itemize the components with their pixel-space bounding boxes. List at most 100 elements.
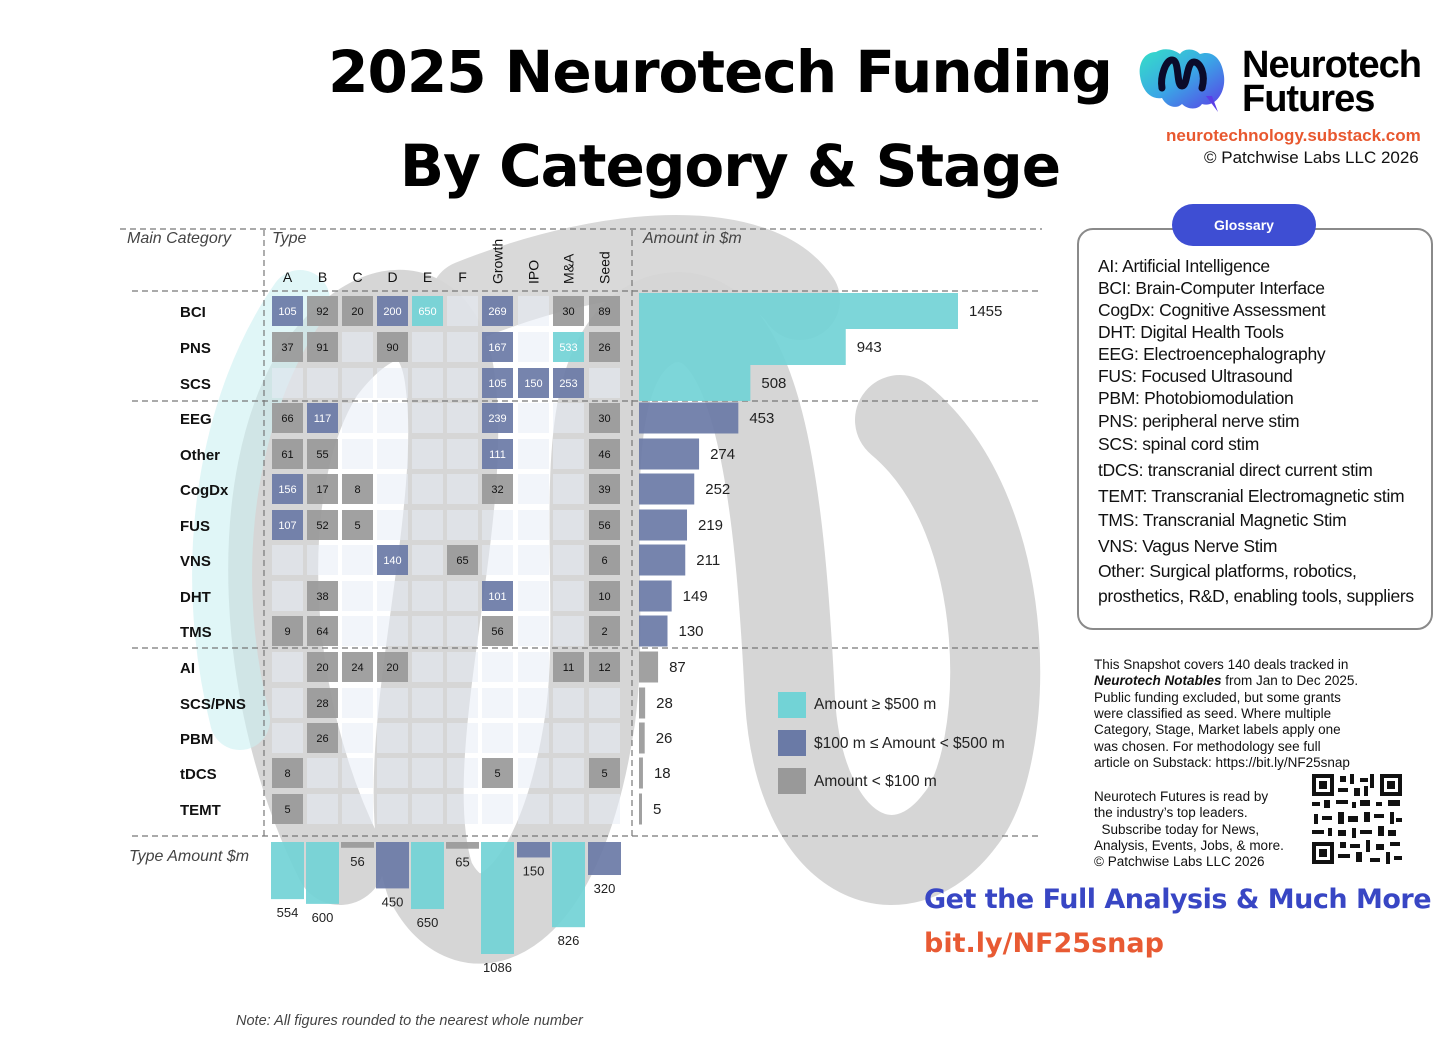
heatmap-cell [412,296,443,326]
brand-url-link[interactable]: neurotechnology.substack.com [1166,126,1421,145]
heatmap-empty-cell [307,758,338,788]
legend-swatch-high [778,692,806,718]
type-amount-value: 56 [350,854,364,869]
heatmap-cell-value: 10 [598,591,610,603]
heatmap-empty-cell [307,545,338,575]
snapshot-note-line: Public funding excluded, but some grants [1094,689,1341,705]
qr-code-icon[interactable] [1310,772,1404,866]
amount-bar-value: 453 [749,410,774,427]
heatmap-cell [307,723,338,753]
heatmap-empty-cell [377,581,408,611]
snapshot-note-line: was chosen. For methodology see full [1094,738,1321,754]
heatmap-cell-value: 5 [601,768,607,780]
heatmap-cell-value: 101 [488,591,506,603]
heatmap-cell [377,296,408,326]
amount-bar-value: 211 [696,552,720,569]
brand-name: Neurotech Futures [1242,46,1422,118]
heatmap-cell [307,403,338,433]
heatmap-empty-cell [412,439,443,469]
column-header: C [352,269,362,285]
heatmap-cell-value: 56 [598,520,610,532]
heatmap-empty-cell [342,688,373,718]
page-title: 2025 Neurotech Funding [328,38,1113,106]
heatmap-cell-value: 156 [278,484,296,496]
heatmap-empty-cell [447,688,478,718]
heatmap-empty-cell [412,474,443,504]
heatmap-cell-value: 12 [598,662,610,674]
type-header: Type [272,230,306,247]
cta-link[interactable]: bit.ly/NF25snap [924,928,1164,959]
legend: Amount ≥ $500 m $100 m ≤ Amount < $500 m… [776,692,1056,802]
heatmap-empty-cell [589,368,620,398]
heatmap-empty-cell [447,652,478,682]
glossary-item: SCS: spinal cord stim [1098,434,1259,454]
row-category-label: TEMT [180,802,221,819]
type-amount-value: 450 [382,894,404,909]
heatmap-cell [482,332,513,362]
snapshot-note-line: were classified as seed. Where multiple [1094,705,1332,721]
heatmap-empty-cell [447,368,478,398]
heatmap-empty-cell [412,616,443,646]
heatmap-cell-value: 6 [601,555,607,567]
heatmap-cell-value: 66 [281,413,293,425]
type-amount-bar [376,842,409,889]
row-category-label: PBM [180,731,213,748]
heatmap-cell-value: 37 [281,342,293,354]
column-header: E [423,269,432,285]
heatmap-cell-value: 61 [281,449,293,461]
heatmap-cell [307,688,338,718]
heatmap-cell-value: 2 [601,626,607,638]
heatmap-empty-cell [518,403,549,433]
heatmap-cell-value: 9 [284,626,290,638]
heatmap-cell-value: 200 [383,306,401,318]
heatmap-empty-cell [518,581,549,611]
amount-bar [639,687,646,719]
amount-bar [639,293,958,329]
heatmap-empty-cell [342,581,373,611]
heatmap-cell-value: 91 [316,342,328,354]
amount-bar [639,651,659,683]
row-category-label: AI [180,660,195,677]
heatmap-cell-value: 20 [351,306,363,318]
heatmap-empty-cell [447,510,478,540]
legend-label-high: Amount ≥ $500 m [814,696,937,713]
heatmap-cell-value: 52 [316,520,328,532]
heatmap-cell-value: 8 [354,484,360,496]
heatmap-empty-cell [482,510,513,540]
type-amount-bar [481,842,514,954]
heatmap-cell [272,332,303,362]
heatmap-empty-cell [272,545,303,575]
heatmap-cell [307,581,338,611]
heatmap-cell [553,332,584,362]
heatmap-empty-cell [272,723,303,753]
amount-bar-value: 26 [656,730,673,747]
amount-bar [639,722,645,754]
heatmap-empty-cell [553,688,584,718]
heatmap-empty-cell [307,794,338,824]
type-amount-bar [517,842,550,858]
row-category-label: Other [180,447,220,464]
heatmap-empty-cell [342,794,373,824]
glossary-title: Glossary [1172,204,1316,246]
glossary-item: Other: Surgical platforms, robotics, [1098,561,1357,581]
amount-bar-value: 149 [683,588,708,605]
type-amount-value: 826 [558,933,580,948]
heatmap-empty-cell [518,616,549,646]
heatmap-empty-cell [447,296,478,326]
heatmap-cell [307,652,338,682]
heatmap-empty-cell [342,723,373,753]
legend-label-low: Amount < $100 m [814,773,937,790]
glossary-item: EEG: Electroencephalography [1098,344,1326,364]
heatmap-cell [518,368,549,398]
column-header: Growth [490,239,506,284]
heatmap-cell [589,652,620,682]
column-header: IPO [526,260,542,284]
heatmap-empty-cell [518,296,549,326]
glossary-item: FUS: Focused Ultrasound [1098,366,1293,386]
heatmap-empty-cell [377,723,408,753]
type-amount-header: Type Amount $m [129,848,249,865]
heatmap-empty-cell [412,794,443,824]
heatmap-cell [342,296,373,326]
heatmap-empty-cell [518,758,549,788]
